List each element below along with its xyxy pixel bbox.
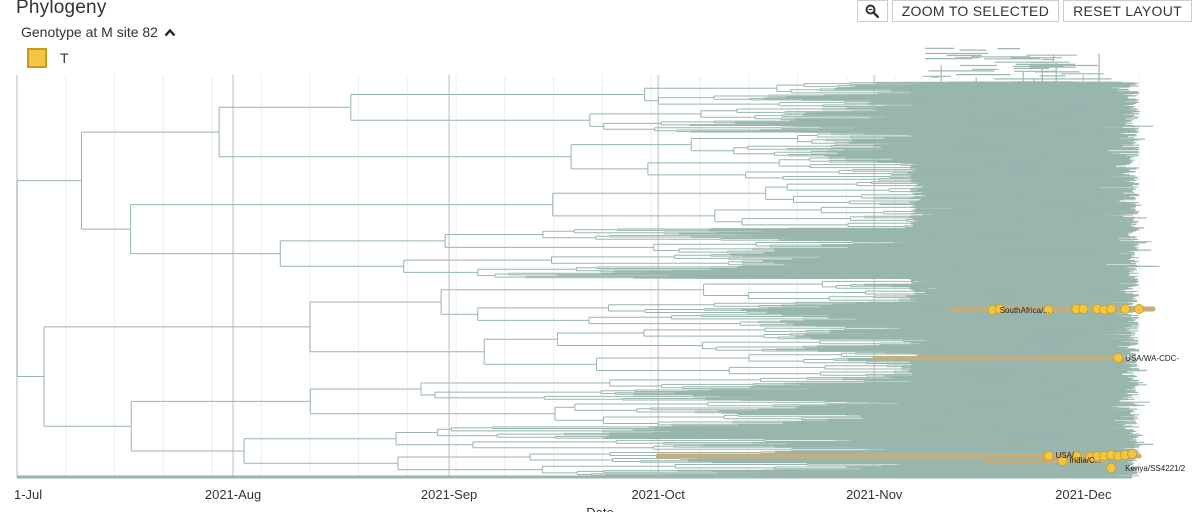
- reset-layout-button[interactable]: RESET LAYOUT: [1063, 0, 1192, 22]
- tree-branch-path: [16, 81, 1140, 477]
- tip-marker: [1127, 448, 1138, 459]
- x-tick-label: 2021-Dec: [1055, 487, 1112, 502]
- tip-marker: [1071, 450, 1082, 461]
- tip-label: Kenya/SS4221/2: [1125, 464, 1186, 473]
- tip-marker: [994, 303, 1005, 314]
- tip-marker: [1120, 303, 1131, 314]
- tip-label: India/C...: [1069, 456, 1101, 465]
- legend-item[interactable]: T: [27, 48, 69, 68]
- tip-marker: [1106, 303, 1117, 314]
- magnifier-icon: [865, 4, 880, 18]
- legend-item-label: T: [60, 50, 69, 66]
- zoom-button[interactable]: [856, 0, 888, 22]
- tip-markers: [987, 303, 1145, 473]
- x-tick-label: 2021-Nov: [846, 487, 903, 502]
- chevron-up-icon[interactable]: [164, 28, 176, 37]
- zoom-to-selected-button[interactable]: ZOOM TO SELECTED: [891, 0, 1060, 22]
- tip-marker: [1134, 303, 1145, 314]
- tip-marker: [1043, 304, 1054, 315]
- tip-labels: SouthAfrica/... USA/WA-CDC- USA/...India/C…: [1000, 306, 1186, 473]
- tip-marker: [1043, 450, 1054, 461]
- x-axis-title: Date: [586, 505, 613, 512]
- x-axis: 1-Jul 2021-Aug 2021-Sep 2021-Oct 2021-Nov 202…: [14, 487, 1112, 512]
- tip-marker: [1113, 352, 1124, 363]
- legend-swatch: [27, 48, 47, 68]
- tip-label: SouthAfrica/...: [1000, 306, 1050, 315]
- x-tick-label: 2021-Sep: [421, 487, 477, 502]
- x-tick-label: 2021-Aug: [205, 487, 261, 502]
- tree-branches: [16, 47, 1160, 479]
- tip-label: USA/...: [1055, 451, 1080, 460]
- tip-marker: [1106, 462, 1117, 473]
- tip-marker: [1078, 303, 1089, 314]
- tree-toolbar: ZOOM TO SELECTED RESET LAYOUT: [856, 0, 1192, 22]
- legend-header[interactable]: Genotype at M site 82: [21, 24, 176, 40]
- x-tick-label: 2021-Oct: [631, 487, 685, 502]
- recent-sample-branches: [909, 47, 1160, 477]
- panel-title: Phylogeny: [16, 0, 107, 18]
- tip-marker: [1057, 455, 1068, 466]
- legend-title: Genotype at M site 82: [21, 24, 158, 40]
- x-tick-label: 1-Jul: [14, 487, 42, 502]
- tip-label: USA/WA-CDC-: [1125, 354, 1179, 363]
